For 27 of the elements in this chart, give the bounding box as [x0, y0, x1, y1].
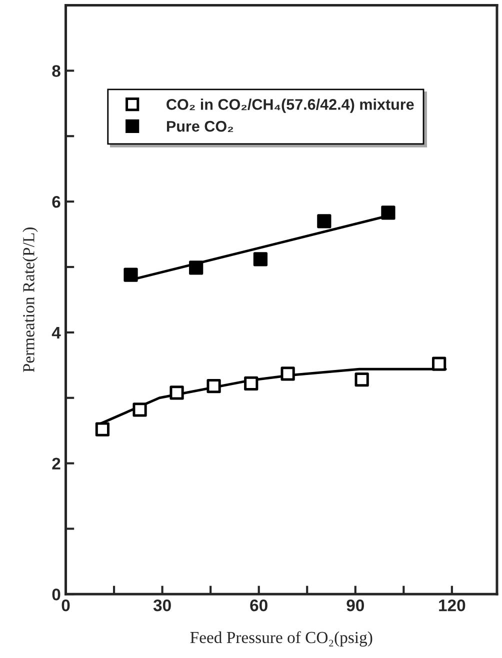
point: [132, 402, 147, 417]
y-tick-label: 0: [52, 588, 60, 600]
x-tick-label: 0: [62, 599, 70, 612]
point: [95, 422, 110, 436]
point: [354, 372, 369, 387]
x-tick-label: 120: [439, 599, 466, 612]
point: [124, 268, 138, 282]
point: [244, 376, 258, 391]
legend-label: CO₂ in CO₂/CH₄(57.6/42.4) mixture: [166, 98, 414, 113]
legend-label: Pure CO₂: [166, 120, 234, 132]
x-tick-label: 90: [346, 599, 364, 612]
point: [280, 366, 295, 381]
point: [206, 379, 221, 394]
y-tick-label: 4: [52, 327, 61, 338]
y-tick-label: 8: [52, 65, 60, 77]
y-tick-label: 6: [52, 196, 60, 208]
x-tick-label: 60: [250, 599, 268, 612]
y-axis-title: Permeation Rate(P/L): [22, 228, 38, 372]
x-axis-title: Feed Pressure of CO₂(psig): [190, 631, 372, 647]
point: [317, 214, 332, 228]
point: [253, 252, 268, 266]
point: [170, 386, 184, 400]
point: [381, 206, 396, 220]
point: [189, 260, 204, 275]
x-tick-label: 30: [153, 599, 171, 612]
y-tick-label: 2: [52, 458, 60, 470]
point: [432, 356, 446, 371]
